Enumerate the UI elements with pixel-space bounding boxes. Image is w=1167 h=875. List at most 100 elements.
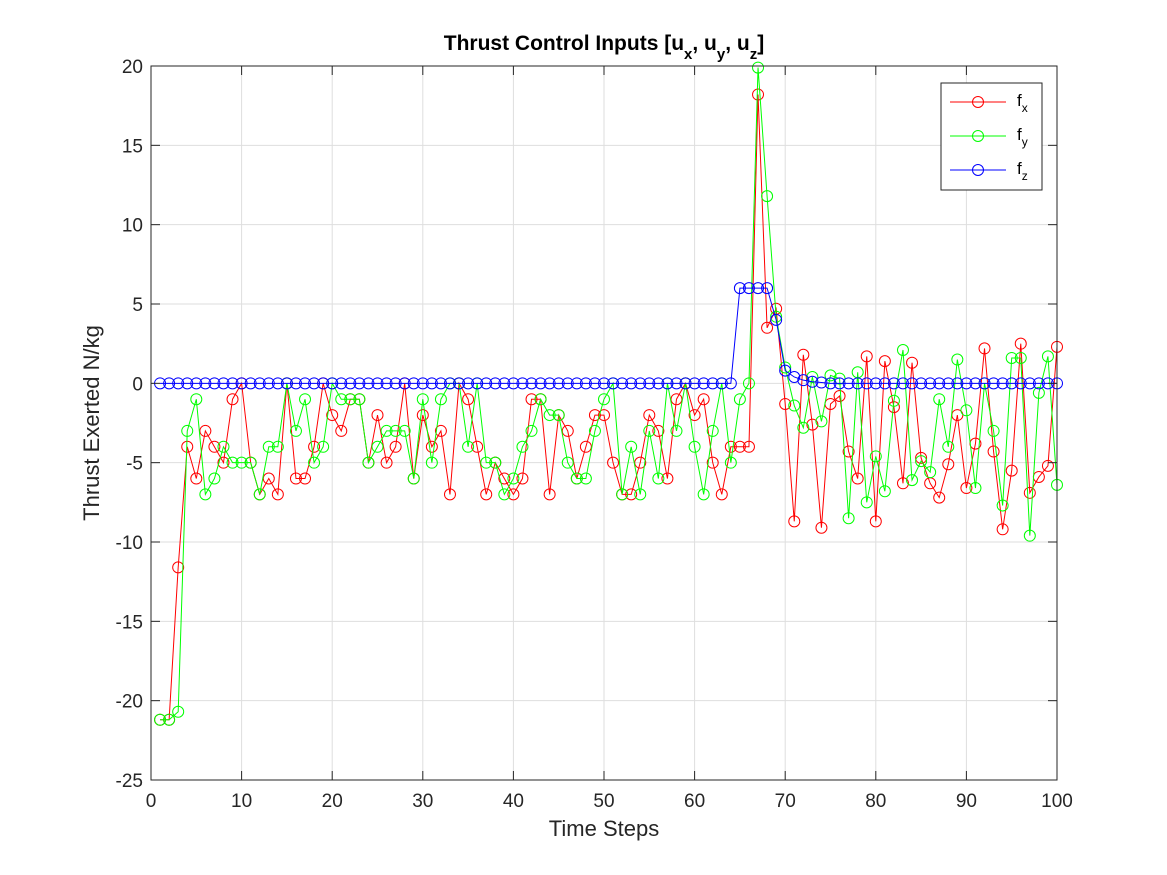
data-point [289, 424, 302, 437]
data-point [915, 455, 928, 468]
data-point [434, 393, 447, 406]
data-point [380, 377, 393, 390]
data-point [1032, 386, 1045, 399]
data-point [733, 282, 746, 295]
data-point [190, 393, 203, 406]
data-point [598, 377, 610, 390]
title-part: y [717, 46, 726, 63]
data-point [453, 377, 466, 390]
data-point [217, 440, 230, 453]
data-point [1005, 377, 1018, 390]
data-point [552, 409, 565, 422]
data-point [906, 474, 919, 487]
title-part: Thrust Control Inputs [u [444, 32, 684, 55]
data-point [1041, 459, 1054, 472]
data-point [280, 377, 293, 390]
data-point [425, 440, 438, 453]
data-point [299, 393, 312, 406]
data-point [869, 450, 882, 463]
data-point [616, 377, 629, 390]
data-point [969, 377, 982, 390]
data-point [299, 472, 312, 485]
data-point [253, 377, 266, 390]
data-point [815, 376, 828, 389]
data-point [933, 393, 946, 406]
legend-marker [972, 164, 984, 176]
legend-label: fx [1017, 91, 1028, 115]
data-point [797, 348, 810, 361]
data-point [715, 377, 728, 390]
data-point [317, 377, 330, 390]
data-point [289, 377, 302, 390]
data-point [199, 424, 212, 437]
data-point [480, 456, 493, 469]
data-point [244, 377, 257, 390]
data-point [226, 377, 239, 390]
data-point [1014, 337, 1027, 350]
data-point [915, 377, 928, 390]
data-point [561, 424, 574, 437]
data-point [489, 456, 502, 469]
data-point [996, 377, 1009, 390]
data-point [1005, 351, 1018, 364]
data-point [416, 393, 429, 406]
data-point [181, 424, 194, 437]
data-point [389, 440, 402, 453]
data-point [706, 456, 719, 469]
data-point [498, 488, 511, 501]
data-point [906, 377, 919, 390]
ticks: 0 10 20 30 40 50 60 70 80 90 100 -25 -20 -15 -10 -5 0 5 10… [116, 57, 1073, 812]
data-point [371, 409, 384, 422]
data-point [217, 377, 230, 390]
data-point [598, 393, 610, 406]
data-point [561, 456, 574, 469]
data-point [869, 377, 882, 390]
data-point [516, 472, 529, 485]
x-tick-label: 60 [684, 791, 705, 812]
data-point [797, 421, 810, 434]
data-point [652, 472, 665, 485]
data-point [724, 456, 737, 469]
data-point [1023, 529, 1036, 542]
data-point [634, 377, 647, 390]
data-point [217, 456, 230, 469]
data-point [607, 456, 620, 469]
data-point [1014, 377, 1027, 390]
data-point [462, 377, 475, 390]
data-point [815, 521, 828, 534]
data-point [706, 424, 719, 437]
legend-label-sub: x [1022, 101, 1028, 115]
data-point [688, 377, 701, 390]
data-point [915, 451, 928, 464]
data-point [625, 488, 638, 501]
series-line [160, 287, 1057, 384]
data-point [579, 377, 592, 390]
series-fy [154, 61, 1063, 726]
data-point [878, 377, 891, 390]
data-point [425, 377, 438, 390]
data-point [878, 485, 891, 498]
series-line [160, 67, 1058, 721]
x-tick-label: 40 [503, 791, 524, 812]
data-point [616, 488, 629, 501]
data-point [1032, 377, 1045, 390]
data-point [525, 424, 538, 437]
data-point [172, 705, 185, 718]
data-point [163, 377, 176, 390]
x-tick-label: 0 [146, 791, 157, 812]
data-point [516, 377, 529, 390]
legend-label-sub: z [1022, 169, 1028, 183]
data-point [697, 393, 710, 406]
data-point [797, 374, 810, 387]
data-point [724, 377, 737, 390]
data-point [570, 377, 583, 390]
data-point [896, 344, 909, 357]
data-point [634, 456, 647, 469]
x-tick-label: 80 [865, 791, 886, 812]
data-point [552, 377, 565, 390]
data-point [824, 377, 837, 390]
y-tick-label: 0 [132, 374, 143, 395]
data-point [480, 377, 493, 390]
data-point [561, 377, 574, 390]
title-part: z [750, 46, 758, 63]
